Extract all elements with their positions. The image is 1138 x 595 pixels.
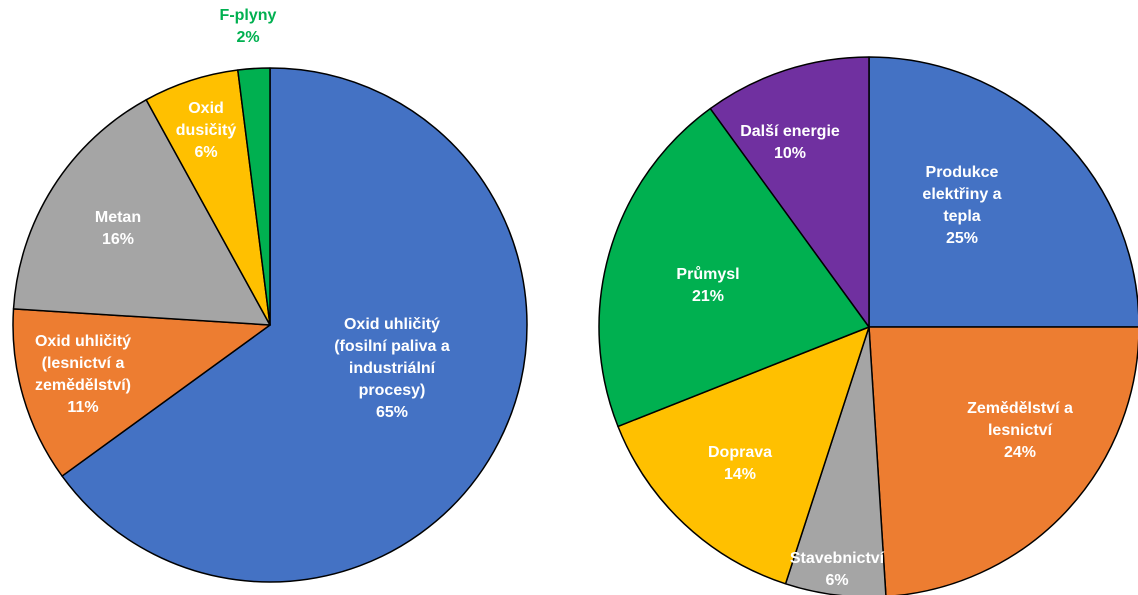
slice-other-energy-label: Další energie 10% bbox=[740, 123, 840, 162]
slice-co2-forestry-label: Oxid uhličitý (lesnictví a zemědělství) 11% bbox=[35, 333, 131, 416]
category-label-line: Oxid uhličitý bbox=[344, 316, 440, 333]
slice-methane-label: Metan 16% bbox=[95, 209, 141, 248]
sector-emissions-pie: Produkce elektřiny a tepla 25% Zemědělství a… bbox=[598, 56, 1138, 595]
slice-f-gases-label: F-plyny 2% bbox=[220, 7, 277, 46]
slice-nitrous-oxide-label: Oxid dusičitý 6% bbox=[176, 100, 237, 161]
category-label-line: Stavebnictví bbox=[790, 550, 885, 567]
category-label-line: Oxid bbox=[188, 100, 224, 117]
percent-label: 14% bbox=[724, 466, 756, 483]
slice-other-energy bbox=[709, 56, 870, 328]
category-label-line: tepla bbox=[943, 208, 980, 225]
category-label-line: (fosilní paliva a bbox=[334, 338, 450, 355]
slice-electricity-heat bbox=[868, 56, 1138, 328]
category-label-line: Průmysl bbox=[676, 266, 739, 283]
category-label-line: zemědělství) bbox=[35, 377, 131, 394]
slice-industry bbox=[598, 107, 870, 428]
category-label-line: lesnictví bbox=[988, 422, 1053, 439]
slice-methane bbox=[12, 99, 271, 326]
percent-label: 65% bbox=[376, 404, 408, 421]
slice-transport-label: Doprava 14% bbox=[708, 444, 772, 483]
percent-label: 11% bbox=[67, 399, 98, 416]
slice-electricity-heat-label: Produkce elektřiny a tepla 25% bbox=[922, 164, 1001, 247]
percent-label: 6% bbox=[194, 144, 217, 161]
category-label-line: (lesnictví a bbox=[42, 355, 125, 372]
percent-label: 25% bbox=[946, 230, 978, 247]
category-label-line: dusičitý bbox=[176, 122, 237, 139]
slice-co2-forestry bbox=[12, 308, 271, 477]
gas-composition-pie: Oxid uhličitý (fosilní paliva a industriál… bbox=[12, 7, 528, 583]
category-label-line: elektřiny a bbox=[922, 186, 1001, 203]
category-label-line: F-plyny bbox=[220, 7, 277, 24]
slice-f-gases bbox=[237, 67, 271, 326]
percent-label: 10% bbox=[774, 145, 806, 162]
percent-label: 24% bbox=[1004, 444, 1036, 461]
category-label-line: Doprava bbox=[708, 444, 772, 461]
slice-agriculture-forestry-label: Zemědělství a lesnictví 24% bbox=[967, 400, 1073, 461]
percent-label: 6% bbox=[825, 572, 848, 589]
category-label-line: Další energie bbox=[740, 123, 840, 140]
percent-label: 21% bbox=[692, 288, 724, 305]
slice-agriculture-forestry bbox=[868, 326, 1138, 595]
slice-industry-label: Průmysl 21% bbox=[676, 266, 739, 305]
category-label-line: procesy) bbox=[359, 382, 426, 399]
slice-co2-fossil bbox=[61, 67, 528, 583]
category-label-line: Metan bbox=[95, 209, 141, 226]
slice-construction-label: Stavebnictví 6% bbox=[790, 550, 885, 589]
category-label-line: Oxid uhličitý bbox=[35, 333, 131, 350]
category-label-line: industriální bbox=[349, 360, 436, 377]
category-label-line: Zemědělství a bbox=[967, 400, 1073, 417]
slice-transport bbox=[617, 326, 870, 585]
percent-label: 2% bbox=[236, 29, 259, 46]
category-label-line: Produkce bbox=[926, 164, 999, 181]
percent-label: 16% bbox=[102, 231, 134, 248]
slice-co2-fossil-label: Oxid uhličitý (fosilní paliva a industriál… bbox=[334, 316, 450, 421]
